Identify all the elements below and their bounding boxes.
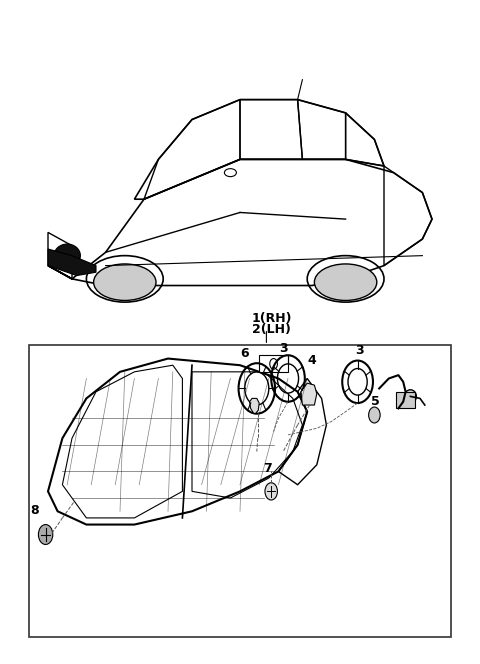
Ellipse shape bbox=[314, 264, 377, 301]
Text: 3: 3 bbox=[355, 344, 363, 357]
Text: 4: 4 bbox=[308, 353, 316, 367]
Text: 2(LH): 2(LH) bbox=[252, 323, 291, 336]
Ellipse shape bbox=[94, 264, 156, 301]
Text: 7: 7 bbox=[264, 462, 272, 475]
Text: 3: 3 bbox=[279, 342, 288, 355]
Text: 1(RH): 1(RH) bbox=[252, 312, 292, 325]
Bar bbox=[29, 345, 451, 637]
Circle shape bbox=[369, 407, 380, 423]
Polygon shape bbox=[48, 249, 96, 276]
Ellipse shape bbox=[54, 244, 81, 268]
Circle shape bbox=[38, 525, 53, 544]
Polygon shape bbox=[250, 398, 259, 414]
Ellipse shape bbox=[404, 390, 416, 403]
Polygon shape bbox=[301, 383, 317, 405]
Circle shape bbox=[265, 483, 277, 500]
Text: 8: 8 bbox=[30, 503, 39, 517]
Text: 6: 6 bbox=[240, 347, 249, 360]
Text: 5: 5 bbox=[371, 395, 380, 408]
Bar bbox=[259, 355, 288, 372]
Bar bbox=[396, 392, 415, 408]
